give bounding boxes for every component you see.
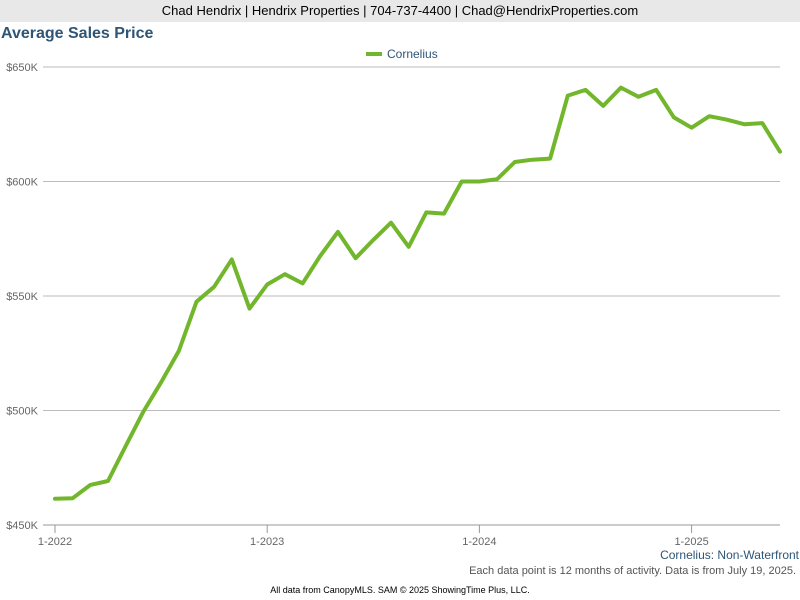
chart-legend: Cornelius [366, 46, 438, 62]
legend-label-cornelius: Cornelius [387, 47, 438, 61]
x-axis: 1-2022 1-2023 1-2024 1-2025 [38, 525, 709, 548]
data-note: Each data point is 12 months of activity… [469, 565, 796, 577]
x-tick-label: 1-2022 [38, 536, 72, 548]
y-tick-label: $450K [6, 520, 38, 532]
chart-title: Average Sales Price [1, 25, 154, 42]
legend-swatch [366, 52, 382, 56]
y-tick-label: $550K [6, 291, 38, 303]
data-credit: All data from CanopyMLS. SAM © 2025 Show… [270, 585, 530, 595]
series-layer [53, 85, 782, 501]
y-axis: $450K $500K $550K $600K $650K [6, 62, 38, 532]
series-line-cornelius [53, 85, 782, 501]
x-tick-label: 1-2024 [462, 536, 496, 548]
x-tick-label: 1-2025 [674, 536, 708, 548]
chart-subtitle: Cornelius: Non-Waterfront [660, 548, 799, 562]
y-tick-label: $650K [6, 62, 38, 74]
y-tick-label: $500K [6, 406, 38, 418]
contact-header: Chad Hendrix | Hendrix Properties | 704-… [0, 0, 800, 22]
x-tick-label: 1-2023 [250, 536, 284, 548]
y-tick-label: $600K [6, 177, 38, 189]
grid-lines [43, 66, 780, 526]
